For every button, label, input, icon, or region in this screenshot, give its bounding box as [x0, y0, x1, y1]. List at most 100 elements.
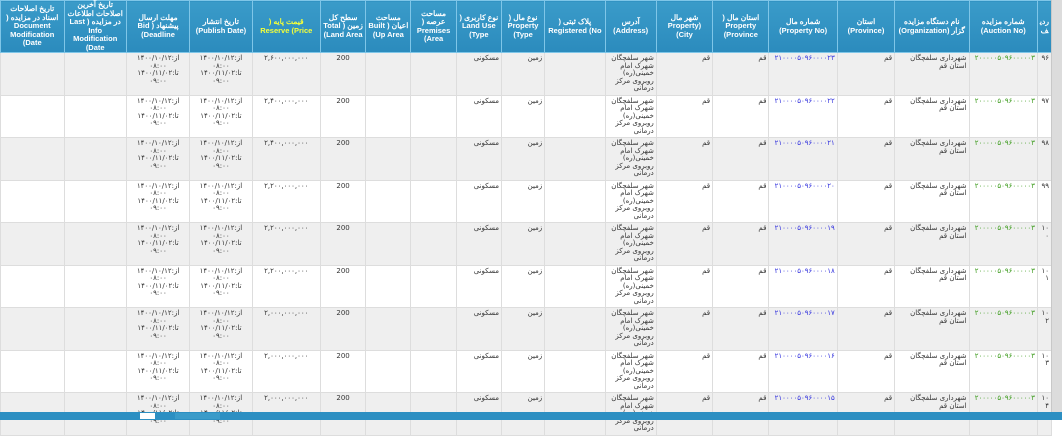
cell-publish-date: از:۱۴۰۰/۱۰/۱۲ ۰۸:۰۰ تا:۱۴۰۰/۱۱/۰۲ ۰۹:۰۰	[189, 264, 253, 308]
cell-property-type: زمین	[500, 349, 546, 393]
cell-total-land-area: 200	[319, 179, 367, 223]
header-reserve-price[interactable]: قیمت پایه ( Reserve (Price	[251, 0, 321, 53]
cell-registered-no	[544, 137, 606, 181]
cell-auction-no: ۲۰۰۰۰۰۵۰۹۶۰۰۰۰۰۳	[968, 307, 1038, 351]
cell-total-land-area: 200	[319, 52, 367, 96]
cell-property-province: قم	[712, 94, 770, 138]
cell-built-up-area	[365, 52, 412, 96]
cell-organization: شهرداری سلفچگان استان قم	[894, 222, 970, 266]
cell-info-modification-date	[63, 52, 127, 96]
cell-property-no: ۲۱۰۰۰۰۵۰۹۶۰۰۰۰۱۶	[768, 349, 838, 393]
cell-publish-date: از:۱۴۰۰/۱۰/۱۲ ۰۸:۰۰ تا:۱۴۰۰/۱۱/۰۲ ۰۹:۰۰	[189, 52, 253, 96]
header-built-up-area: مساحت اعیان ( Built (Up Area	[365, 0, 412, 53]
cell-built-up-area	[365, 264, 412, 308]
cell-document-modification-date	[0, 52, 65, 96]
cell-address: شهر سلفچگان شهرک امام خمینی(ره) روبروی م…	[604, 179, 657, 223]
cell-property-province: قم	[712, 222, 770, 266]
cell-total-land-area: 200	[319, 137, 367, 181]
cell-registered-no	[544, 307, 606, 351]
cell-publish-date: از:۱۴۰۰/۱۰/۱۲ ۰۸:۰۰ تا:۱۴۰۰/۱۱/۰۲ ۰۹:۰۰	[189, 349, 253, 393]
cell-province: قم	[836, 349, 896, 393]
cell-auction-no: ۲۰۰۰۰۰۵۰۹۶۰۰۰۰۰۳	[968, 179, 1038, 223]
cell-province: قم	[836, 222, 896, 266]
cell-land-use-type: مسکونی	[455, 94, 502, 138]
cell-info-modification-date	[63, 307, 127, 351]
cell-row-number: ۱۰۰	[1036, 222, 1053, 266]
cell-land-use-type: مسکونی	[455, 137, 502, 181]
cell-property-city: قم	[655, 94, 714, 138]
header-publish-date: تاریخ انتشار (Publish Date)	[189, 0, 253, 53]
cell-property-city: قم	[655, 264, 714, 308]
cell-bid-deadline: از:۱۴۰۰/۱۰/۱۲ ۰۸:۰۰ تا:۱۴۰۰/۱۱/۰۲ ۰۹:۰۰	[125, 94, 191, 138]
cell-registered-no	[544, 94, 606, 138]
cell-property-province: قم	[712, 179, 770, 223]
cell-info-modification-date	[63, 264, 127, 308]
cell-property-no: ۲۱۰۰۰۰۵۰۹۶۰۰۰۰۱۹	[768, 222, 838, 266]
cell-auction-no: ۲۰۰۰۰۰۵۰۹۶۰۰۰۰۰۳	[968, 349, 1038, 393]
header-total-land-area: سطح کل زمین ( Total (Land Area	[319, 0, 367, 53]
page-size-select[interactable]	[175, 413, 220, 419]
cell-built-up-area	[365, 307, 412, 351]
cell-land-use-type: مسکونی	[455, 52, 502, 96]
cell-property-province: قم	[712, 137, 770, 181]
cell-total-land-area: 200	[319, 94, 367, 138]
cell-property-city: قم	[655, 307, 714, 351]
pager-bar	[0, 412, 1062, 420]
cell-document-modification-date	[0, 264, 65, 308]
cell-total-land-area: 200	[319, 264, 367, 308]
table-row[interactable]: ۹۶ ۲۰۰۰۰۰۵۰۹۶۰۰۰۰۰۳ شهرداری سلفچگان استان …	[0, 52, 1053, 96]
cell-registered-no	[544, 222, 606, 266]
cell-property-no: ۲۱۰۰۰۰۵۰۹۶۰۰۰۰۲۰	[768, 179, 838, 223]
header-property-type: نوع مال ( Property (Type	[500, 0, 546, 53]
table-row[interactable]: ۹۹ ۲۰۰۰۰۰۵۰۹۶۰۰۰۰۰۳ شهرداری سلفچگان استان …	[0, 179, 1053, 223]
cell-property-type: زمین	[500, 307, 546, 351]
cell-land-use-type: مسکونی	[455, 222, 502, 266]
cell-land-use-type: مسکونی	[455, 307, 502, 351]
table-row[interactable]: ۹۷ ۲۰۰۰۰۰۵۰۹۶۰۰۰۰۰۳ شهرداری سلفچگان استان …	[0, 94, 1053, 138]
table-row[interactable]: ۱۰۰ ۲۰۰۰۰۰۵۰۹۶۰۰۰۰۰۳ شهرداری سلفچگان استان…	[0, 222, 1053, 266]
cell-province: قم	[836, 52, 896, 96]
cell-info-modification-date	[63, 222, 127, 266]
cell-address: شهر سلفچگان شهرک امام خمینی(ره) روبروی م…	[604, 137, 657, 181]
header-province: استان (Province)	[836, 0, 896, 53]
cell-bid-deadline: از:۱۴۰۰/۱۰/۱۲ ۰۸:۰۰ تا:۱۴۰۰/۱۱/۰۲ ۰۹:۰۰	[125, 52, 191, 96]
cell-document-modification-date	[0, 307, 65, 351]
header-document-modification-date: تاریخ اصلاحات اسناد در مزایده ( Document…	[0, 0, 65, 53]
cell-registered-no	[544, 52, 606, 96]
cell-premises-area	[410, 349, 457, 393]
cell-bid-deadline: از:۱۴۰۰/۱۰/۱۲ ۰۸:۰۰ تا:۱۴۰۰/۱۱/۰۲ ۰۹:۰۰	[125, 222, 191, 266]
cell-premises-area	[410, 137, 457, 181]
cell-info-modification-date	[63, 349, 127, 393]
cell-organization: شهرداری سلفچگان استان قم	[894, 349, 970, 393]
page-input[interactable]	[140, 413, 155, 419]
cell-province: قم	[836, 264, 896, 308]
cell-reserve-price: ۲,۴۰۰,۰۰۰,۰۰۰	[251, 94, 321, 138]
cell-organization: شهرداری سلفچگان استان قم	[894, 137, 970, 181]
cell-property-no: ۲۱۰۰۰۰۵۰۹۶۰۰۰۰۱۷	[768, 307, 838, 351]
vertical-scrollbar[interactable]	[1051, 0, 1062, 412]
cell-property-no: ۲۱۰۰۰۰۵۰۹۶۰۰۰۰۲۳	[768, 52, 838, 96]
header-land-use-type: نوع کاربری ( Land Use (Type	[455, 0, 502, 53]
cell-address: شهر سلفچگان شهرک امام خمینی(ره) روبروی م…	[604, 307, 657, 351]
cell-reserve-price: ۲,۲۰۰,۰۰۰,۰۰۰	[251, 264, 321, 308]
cell-row-number: ۱۰۲	[1036, 307, 1053, 351]
table-row[interactable]: ۱۰۳ ۲۰۰۰۰۰۵۰۹۶۰۰۰۰۰۳ شهرداری سلفچگان استان…	[0, 349, 1053, 393]
cell-info-modification-date	[63, 179, 127, 223]
cell-premises-area	[410, 307, 457, 351]
cell-organization: شهرداری سلفچگان استان قم	[894, 52, 970, 96]
cell-info-modification-date	[63, 137, 127, 181]
cell-bid-deadline: از:۱۴۰۰/۱۰/۱۲ ۰۸:۰۰ تا:۱۴۰۰/۱۱/۰۲ ۰۹:۰۰	[125, 349, 191, 393]
cell-land-use-type: مسکونی	[455, 179, 502, 223]
cell-property-city: قم	[655, 222, 714, 266]
cell-built-up-area	[365, 94, 412, 138]
table-row[interactable]: ۹۸ ۲۰۰۰۰۰۵۰۹۶۰۰۰۰۰۳ شهرداری سلفچگان استان …	[0, 137, 1053, 181]
cell-address: شهر سلفچگان شهرک امام خمینی(ره) روبروی م…	[604, 264, 657, 308]
cell-total-land-area: 200	[319, 349, 367, 393]
cell-province: قم	[836, 137, 896, 181]
cell-info-modification-date	[63, 94, 127, 138]
cell-reserve-price: ۲,۰۰۰,۰۰۰,۰۰۰	[251, 349, 321, 393]
table-row[interactable]: ۱۰۲ ۲۰۰۰۰۰۵۰۹۶۰۰۰۰۰۳ شهرداری سلفچگان استان…	[0, 307, 1053, 351]
table-row[interactable]: ۱۰۱ ۲۰۰۰۰۰۵۰۹۶۰۰۰۰۰۳ شهرداری سلفچگان استان…	[0, 264, 1053, 308]
cell-property-no: ۲۱۰۰۰۰۵۰۹۶۰۰۰۰۲۱	[768, 137, 838, 181]
